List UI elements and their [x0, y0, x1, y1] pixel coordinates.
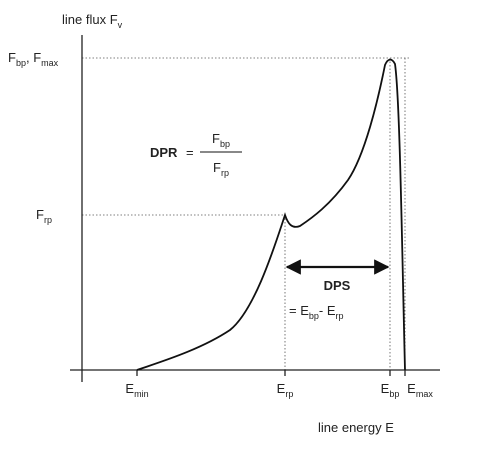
text-run: - E: [319, 303, 336, 318]
subscript: max: [41, 58, 59, 68]
subscript: bp: [220, 139, 230, 149]
text-run: E: [407, 381, 416, 396]
text-run: F: [212, 131, 220, 146]
dps-label: DPS: [324, 278, 351, 293]
subscript: rp: [221, 168, 229, 178]
text-run: , F: [26, 50, 41, 65]
dps-formula: = Ebp- Erp: [289, 303, 344, 321]
subscript: bp: [309, 311, 319, 321]
x-tick-label: Emin: [125, 381, 148, 399]
x-tick-label: Erp: [277, 381, 294, 399]
subscript: bp: [16, 58, 26, 68]
x-tick-label: Ebp: [381, 381, 400, 399]
dpr-denominator: Frp: [213, 160, 229, 178]
subscript: rp: [336, 311, 344, 321]
text-run: = E: [289, 303, 309, 318]
y-axis-label: line flux Fv: [62, 12, 123, 30]
subscript: v: [118, 20, 123, 30]
x-tick-label: Emax: [407, 381, 433, 399]
dpr-equals: =: [186, 145, 194, 160]
x-tick-marks: [136, 370, 406, 376]
text-run: E: [125, 381, 134, 396]
subscript: max: [416, 389, 434, 399]
dpr-label: DPR: [150, 145, 178, 160]
x-axis-label: line energy E: [318, 420, 394, 435]
text-run: F: [8, 50, 16, 65]
text-run: F: [213, 160, 221, 175]
dpr-numerator: Fbp: [212, 131, 230, 149]
text-run: line energy E: [318, 420, 394, 435]
subscript: min: [134, 389, 149, 399]
subscript: bp: [389, 389, 399, 399]
text-run: E: [277, 381, 286, 396]
subscript: rp: [44, 215, 52, 225]
text-run: F: [36, 207, 44, 222]
y-tick-label: Fbp, Fmax: [8, 50, 59, 68]
subscript: rp: [285, 389, 293, 399]
line-flux-curve: [136, 58, 406, 371]
text-run: E: [381, 381, 390, 396]
y-tick-label: Frp: [36, 207, 52, 225]
axes: [70, 35, 440, 382]
text-run: line flux F: [62, 12, 118, 27]
guide-lines: [82, 57, 410, 370]
